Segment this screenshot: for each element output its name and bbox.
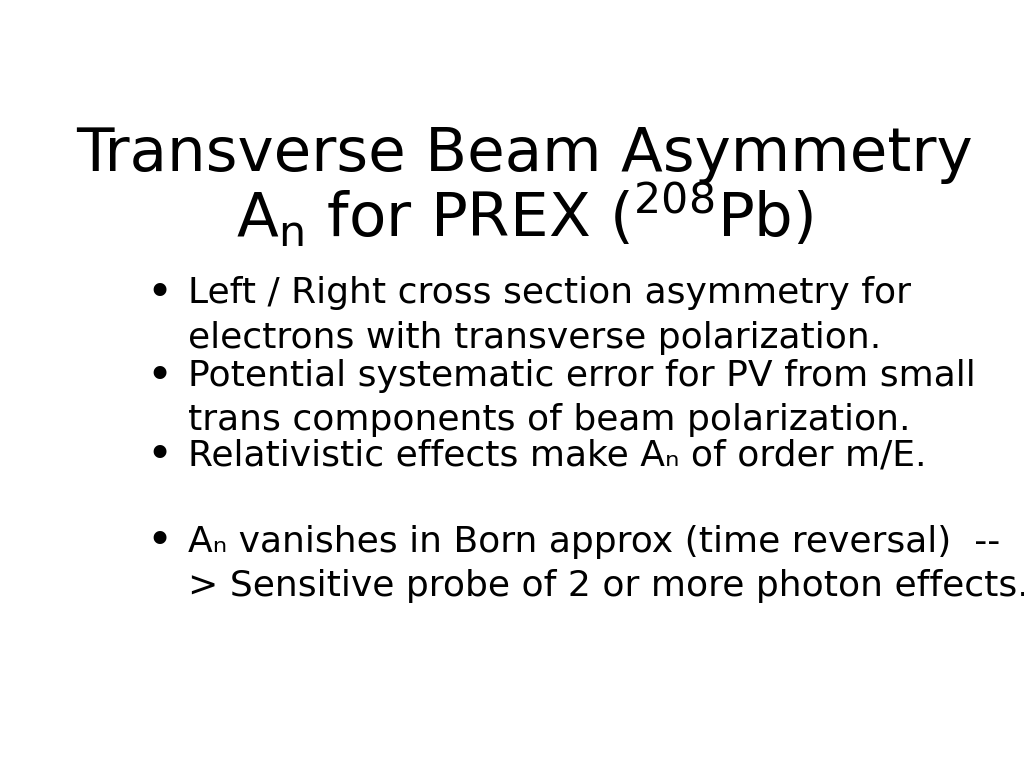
Text: Aₙ vanishes in Born approx (time reversal)  --: Aₙ vanishes in Born approx (time reversa…: [187, 525, 999, 558]
Text: •: •: [146, 435, 173, 478]
Text: Potential systematic error for PV from small: Potential systematic error for PV from s…: [187, 359, 975, 393]
Text: •: •: [146, 272, 173, 315]
Text: •: •: [146, 355, 173, 398]
Text: trans components of beam polarization.: trans components of beam polarization.: [187, 403, 910, 437]
Text: $\mathregular{A_n}$ for PREX ($\mathregular{^{208}}$Pb): $\mathregular{A_n}$ for PREX ($\mathregu…: [237, 182, 813, 250]
Text: > Sensitive probe of 2 or more photon effects.: > Sensitive probe of 2 or more photon ef…: [187, 569, 1024, 603]
Text: Transverse Beam Asymmetry: Transverse Beam Asymmetry: [77, 124, 973, 184]
Text: Left / Right cross section asymmetry for: Left / Right cross section asymmetry for: [187, 276, 910, 310]
Text: •: •: [146, 520, 173, 563]
Text: electrons with transverse polarization.: electrons with transverse polarization.: [187, 320, 881, 355]
Text: Relativistic effects make Aₙ of order m/E.: Relativistic effects make Aₙ of order m/…: [187, 439, 926, 473]
